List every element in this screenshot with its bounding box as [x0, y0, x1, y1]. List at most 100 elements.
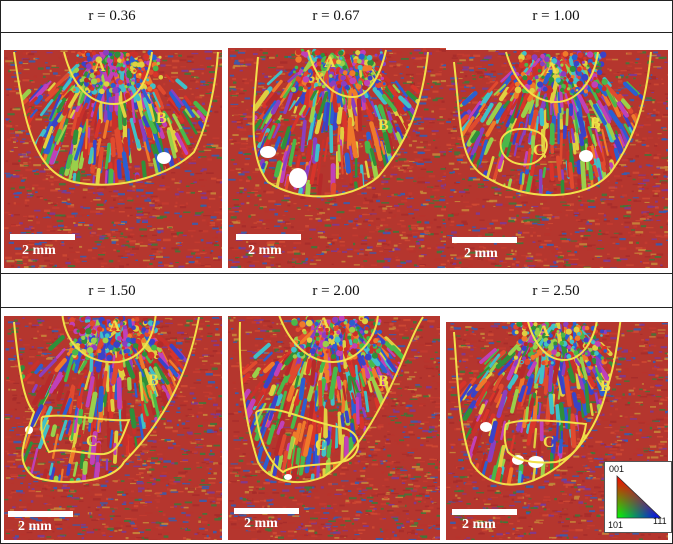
grain: [422, 141, 428, 144]
grain: [22, 72, 30, 74]
grain: [382, 243, 388, 245]
grain: [309, 209, 318, 212]
grain: [189, 143, 192, 146]
grain: [454, 106, 460, 109]
grain: [644, 72, 648, 74]
grain: [33, 75, 37, 78]
equiaxed-grain: [126, 67, 129, 71]
grain: [287, 251, 295, 254]
grain: [317, 246, 320, 249]
grain: [51, 67, 59, 69]
grain: [244, 97, 250, 100]
grain: [614, 217, 619, 220]
columnar-grain: [378, 104, 393, 129]
columnar-grain: [287, 72, 299, 83]
columnar-grain: [193, 100, 209, 117]
columnar-grain: [81, 111, 87, 126]
grain: [157, 231, 161, 234]
grain: [23, 156, 30, 158]
grain: [237, 265, 242, 268]
grain: [632, 183, 639, 186]
grain: [274, 242, 279, 244]
grain: [422, 49, 427, 52]
grain: [87, 191, 95, 193]
grain: [179, 59, 187, 61]
columnar-grain: [308, 82, 315, 108]
grain: [299, 117, 306, 120]
grain: [400, 262, 406, 264]
equiaxed-grain: [380, 76, 384, 81]
columnar-grain: [374, 104, 384, 127]
grain: [159, 184, 165, 187]
columnar-grain: [120, 52, 131, 73]
grain: [265, 191, 274, 194]
grain: [213, 259, 221, 261]
grain: [274, 258, 283, 261]
grain: [7, 187, 11, 190]
grain: [67, 205, 75, 208]
grain: [168, 264, 174, 267]
grain: [301, 260, 306, 264]
grain: [386, 50, 392, 52]
columnar-grain: [191, 109, 200, 119]
grain: [440, 240, 446, 242]
grain: [596, 220, 600, 222]
grain: [200, 80, 206, 83]
grain: [520, 140, 525, 144]
grain: [81, 260, 87, 262]
grain: [393, 244, 398, 247]
equiaxed-grain: [117, 58, 122, 63]
grain: [186, 105, 195, 108]
grain: [382, 187, 390, 190]
grain: [258, 90, 263, 92]
grain: [152, 197, 160, 200]
grain: [332, 239, 338, 242]
columnar-grain: [253, 89, 270, 112]
surface-strip: [228, 42, 446, 48]
grain: [280, 222, 283, 225]
grain: [195, 87, 199, 89]
grain: [300, 252, 304, 254]
grain: [23, 162, 28, 164]
grain: [665, 198, 668, 200]
grain: [28, 161, 31, 163]
grain: [253, 135, 259, 138]
grain: [346, 187, 350, 190]
equiaxed-grain: [330, 58, 338, 65]
grain: [458, 261, 462, 264]
grain: [15, 252, 22, 255]
grain: [15, 125, 19, 127]
grain: [388, 240, 391, 242]
grain: [230, 103, 239, 105]
grain: [271, 247, 275, 250]
grain: [190, 80, 196, 82]
grain: [144, 181, 149, 185]
grain: [538, 218, 546, 221]
ebsd-map-1: [4, 42, 222, 268]
grain: [18, 130, 21, 132]
grain: [281, 199, 289, 202]
grain: [244, 153, 252, 155]
columnar-grain: [283, 92, 293, 115]
grain: [574, 251, 578, 254]
grain: [257, 86, 264, 88]
grain: [200, 192, 207, 195]
grain: [240, 137, 248, 141]
grain: [579, 243, 587, 246]
grain: [560, 257, 567, 260]
grain: [666, 239, 668, 241]
grain: [450, 130, 457, 132]
grain: [161, 247, 166, 249]
grain: [488, 64, 494, 66]
grain: [413, 151, 418, 154]
grain: [6, 138, 12, 141]
grain: [667, 120, 668, 124]
grain: [628, 231, 631, 234]
grain: [293, 70, 300, 73]
grain: [643, 262, 650, 264]
grain: [237, 51, 246, 54]
grain: [460, 71, 464, 74]
grain: [194, 96, 200, 99]
grain: [75, 235, 82, 239]
grain: [182, 234, 187, 237]
